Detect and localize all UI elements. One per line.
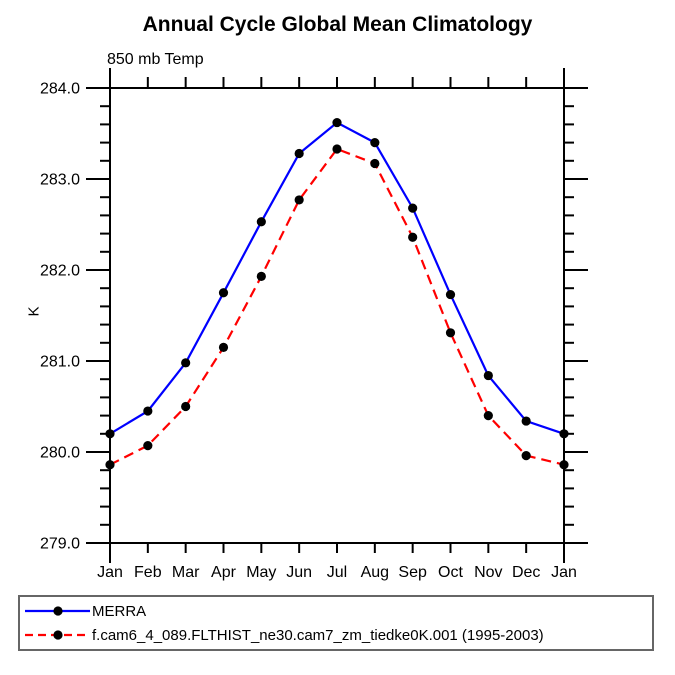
x-tick-label: Jan bbox=[97, 564, 123, 581]
legend-sample-marker bbox=[53, 630, 63, 640]
x-tick-label: Sep bbox=[398, 564, 427, 581]
legend-sample-marker bbox=[53, 606, 63, 616]
model-marker bbox=[143, 441, 153, 451]
y-tick-label: 282.0 bbox=[40, 263, 80, 280]
legend-label-merra: MERRA bbox=[92, 602, 147, 620]
model-marker bbox=[521, 451, 531, 461]
x-tick-label: Apr bbox=[211, 564, 237, 581]
legend-item-model: f.cam6_4_089.FLTHIST_ne30.cam7_zm_tiedke… bbox=[22, 623, 652, 647]
merra-marker bbox=[559, 429, 569, 439]
legend-label-model: f.cam6_4_089.FLTHIST_ne30.cam7_zm_tiedke… bbox=[92, 626, 544, 644]
model-marker bbox=[105, 460, 115, 470]
merra-marker bbox=[332, 117, 342, 128]
model-marker bbox=[445, 328, 456, 338]
legend-box: MERRA f.cam6_4_089.FLTHIST_ne30.cam7_zm_… bbox=[18, 595, 654, 651]
x-tick-label: Oct bbox=[438, 564, 463, 581]
model-line bbox=[109, 147, 565, 466]
y-tick-label: 284.0 bbox=[40, 81, 80, 98]
model-marker bbox=[332, 144, 342, 154]
model-marker bbox=[181, 401, 191, 412]
x-tick-label: Nov bbox=[474, 564, 502, 581]
merra-marker bbox=[294, 148, 304, 159]
merra-marker bbox=[181, 358, 191, 368]
merra-line-sample bbox=[25, 606, 90, 616]
model-marker bbox=[256, 271, 266, 281]
plot-frame bbox=[109, 87, 565, 544]
model-marker bbox=[559, 460, 569, 470]
x-tick-label: May bbox=[246, 564, 276, 581]
merra-marker bbox=[408, 203, 418, 213]
chart-subtitle: 850 mb Temp bbox=[107, 51, 204, 68]
x-tick-label: Feb bbox=[134, 564, 162, 581]
model-line-sample bbox=[25, 630, 90, 640]
merra-line bbox=[109, 121, 565, 435]
merra-marker bbox=[370, 138, 380, 148]
merra-marker bbox=[445, 289, 456, 300]
model-marker bbox=[294, 195, 304, 205]
model-marker bbox=[370, 158, 380, 169]
x-tick-label: Jan bbox=[551, 564, 577, 581]
model-marker bbox=[218, 342, 229, 352]
merra-marker bbox=[218, 288, 229, 298]
model-marker bbox=[408, 232, 418, 242]
y-tick-label: 281.0 bbox=[40, 354, 80, 371]
y-tick-label: 283.0 bbox=[40, 172, 80, 189]
merra-marker bbox=[143, 406, 153, 416]
merra-marker bbox=[483, 370, 493, 381]
y-tick-label: 280.0 bbox=[40, 445, 80, 462]
x-tick-label: Aug bbox=[361, 564, 389, 581]
x-tick-label: Jul bbox=[327, 564, 347, 581]
x-tick-label: Dec bbox=[512, 564, 540, 581]
y-tick-label: 279.0 bbox=[40, 536, 80, 553]
legend-item-merra: MERRA bbox=[22, 599, 652, 623]
x-tick-label: Jun bbox=[286, 564, 312, 581]
x-tick-label: Mar bbox=[172, 564, 200, 581]
chart-title: Annual Cycle Global Mean Climatology bbox=[142, 13, 533, 36]
merra-marker bbox=[105, 429, 115, 439]
model-marker bbox=[483, 411, 493, 421]
merra-marker bbox=[256, 217, 266, 227]
merra-marker bbox=[521, 416, 531, 426]
